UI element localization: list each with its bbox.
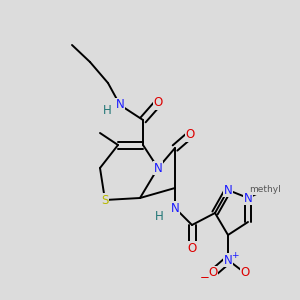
Text: N: N <box>224 254 232 266</box>
Text: methyl: methyl <box>249 185 281 194</box>
Text: O: O <box>185 128 195 142</box>
Text: +: + <box>231 251 239 260</box>
Text: O: O <box>188 242 196 254</box>
Text: H: H <box>103 103 111 116</box>
Text: O: O <box>153 97 163 110</box>
Text: N: N <box>224 184 232 196</box>
Text: N: N <box>244 191 252 205</box>
Text: S: S <box>101 194 109 206</box>
Text: N: N <box>171 202 179 214</box>
Text: N: N <box>154 161 162 175</box>
Text: O: O <box>208 266 217 280</box>
Text: N: N <box>116 98 124 112</box>
Text: H: H <box>154 209 164 223</box>
Text: O: O <box>240 266 250 280</box>
Text: −: − <box>200 271 210 284</box>
